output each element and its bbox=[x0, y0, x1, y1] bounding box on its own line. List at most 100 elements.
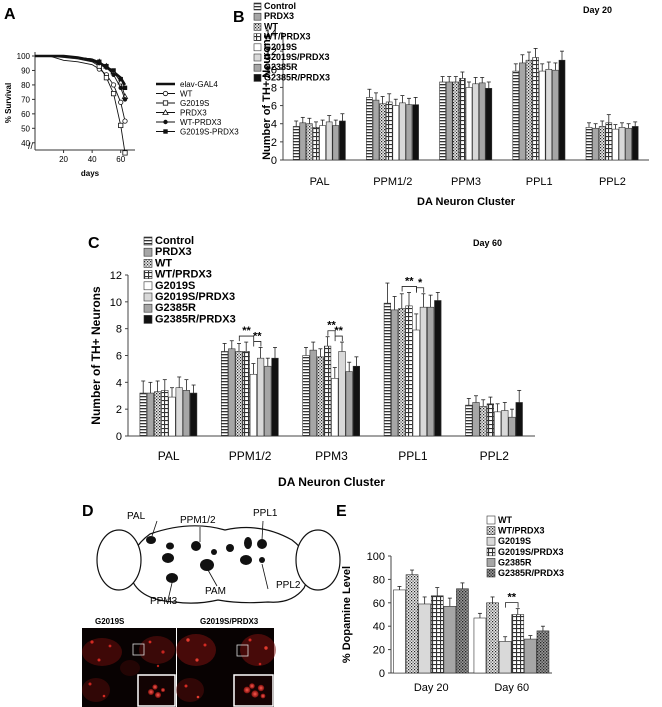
bar bbox=[379, 103, 386, 161]
y-tick-label: 10 bbox=[265, 64, 277, 76]
legend-label: G2019S-PRDX3 bbox=[180, 128, 239, 137]
significance-label: ** bbox=[334, 325, 343, 337]
bar bbox=[592, 127, 599, 161]
significance-bracket bbox=[253, 341, 262, 347]
label-pam: PAM bbox=[205, 586, 226, 597]
legend-label: G2385R/PRDX3 bbox=[498, 568, 564, 578]
survival-chart: // 100 90 80 70 60 50 40 20 40 60 % Survival days ela… bbox=[4, 52, 239, 178]
axis-break: // bbox=[28, 141, 34, 151]
bar bbox=[605, 122, 613, 161]
y-tick-label: 0 bbox=[271, 155, 277, 167]
panel-label-c: C bbox=[88, 235, 100, 252]
bar bbox=[465, 87, 473, 161]
bar bbox=[479, 406, 487, 437]
legend-label: Control bbox=[155, 235, 194, 247]
legend-label: PRDX3 bbox=[264, 11, 294, 21]
bar bbox=[538, 70, 546, 161]
panel-label-b: B bbox=[233, 9, 245, 26]
x-tick-label: PPL1 bbox=[398, 449, 428, 463]
cluster-dot bbox=[240, 555, 252, 565]
y-tick-label: 70 bbox=[21, 95, 30, 104]
bar bbox=[338, 351, 346, 437]
y-tick-label: 90 bbox=[21, 66, 30, 75]
bar bbox=[519, 62, 526, 161]
bar bbox=[478, 82, 486, 161]
bar bbox=[390, 309, 399, 437]
zoom-box bbox=[132, 643, 145, 656]
bar bbox=[319, 125, 326, 161]
data-point bbox=[97, 59, 102, 64]
legend-swatch bbox=[143, 236, 153, 246]
y-tick-label: 20 bbox=[373, 645, 385, 657]
bar bbox=[161, 390, 169, 437]
legend-label: WT/PRDX3 bbox=[264, 32, 311, 42]
x-tick-label: PPL2 bbox=[480, 449, 510, 463]
bar bbox=[501, 410, 509, 437]
y-tick-label: 60 bbox=[21, 110, 30, 119]
legend-swatch bbox=[486, 568, 496, 578]
data-point bbox=[122, 85, 128, 91]
x-tick-label: PPM3 bbox=[451, 176, 481, 188]
y-tick-label: 4 bbox=[116, 377, 122, 389]
bar bbox=[443, 606, 457, 674]
x-tick-label: 60 bbox=[116, 155, 125, 164]
data-point bbox=[110, 91, 117, 97]
bar bbox=[249, 373, 258, 437]
y-tick-label: 40 bbox=[373, 621, 385, 633]
y-axis-label: % Survival bbox=[4, 83, 13, 123]
panel-label-d: D bbox=[82, 503, 94, 520]
x-tick-label: PPL2 bbox=[599, 176, 626, 188]
y-axis-label: Number of TH+ Neurons bbox=[89, 286, 103, 425]
bar bbox=[472, 83, 479, 161]
label-ppm12: PPM1/2 bbox=[180, 515, 216, 526]
bar bbox=[585, 127, 593, 161]
x-axis-label: days bbox=[81, 169, 100, 178]
significance-bracket bbox=[505, 602, 519, 608]
bar bbox=[511, 614, 525, 674]
significance-label: ** bbox=[253, 330, 262, 342]
y-tick-label: 100 bbox=[17, 52, 31, 61]
y-tick-label: 12 bbox=[265, 46, 277, 58]
legend-label: WT bbox=[155, 257, 172, 269]
legend-marker bbox=[162, 109, 169, 115]
cluster-dot bbox=[162, 553, 174, 563]
legend-swatch bbox=[253, 33, 262, 41]
x-tick-label: PPM3 bbox=[315, 449, 348, 463]
legend-swatch bbox=[143, 292, 153, 302]
y-tick-label: 12 bbox=[110, 270, 122, 282]
bar bbox=[439, 81, 446, 161]
legend-label: WT/PRDX3 bbox=[155, 269, 212, 281]
bar bbox=[452, 81, 460, 161]
legend-marker bbox=[163, 129, 168, 134]
bar bbox=[625, 127, 632, 161]
legend-marker bbox=[163, 119, 168, 125]
legend-swatch bbox=[143, 281, 153, 291]
x-tick-label: Day 20 bbox=[414, 682, 449, 694]
y-tick-label: 60 bbox=[373, 598, 385, 610]
x-tick-label: 40 bbox=[88, 155, 97, 164]
brain-left-lobe bbox=[96, 529, 142, 591]
bar bbox=[456, 588, 469, 674]
significance-bracket bbox=[416, 287, 425, 293]
cluster-dot bbox=[146, 536, 156, 544]
bar bbox=[618, 127, 626, 161]
legend-swatch bbox=[486, 536, 496, 546]
series-line bbox=[35, 55, 126, 153]
legend-label: G2019S/PRDX3 bbox=[155, 291, 235, 303]
bar bbox=[392, 105, 400, 161]
series-line bbox=[35, 55, 126, 122]
bar bbox=[398, 308, 406, 437]
bar bbox=[372, 99, 380, 161]
inset-zoom bbox=[233, 674, 274, 707]
legend-label: G2019S bbox=[180, 99, 209, 108]
bar bbox=[459, 78, 466, 161]
bar bbox=[302, 355, 310, 437]
bar bbox=[271, 357, 279, 437]
significance-label: ** bbox=[242, 325, 251, 337]
legend-label: G2385R/PRDX3 bbox=[155, 313, 236, 325]
bar bbox=[325, 121, 333, 161]
cluster-dot bbox=[226, 544, 234, 552]
bar bbox=[430, 595, 444, 674]
legend-swatch bbox=[253, 2, 262, 11]
label-ppl2: PPL2 bbox=[276, 580, 301, 591]
